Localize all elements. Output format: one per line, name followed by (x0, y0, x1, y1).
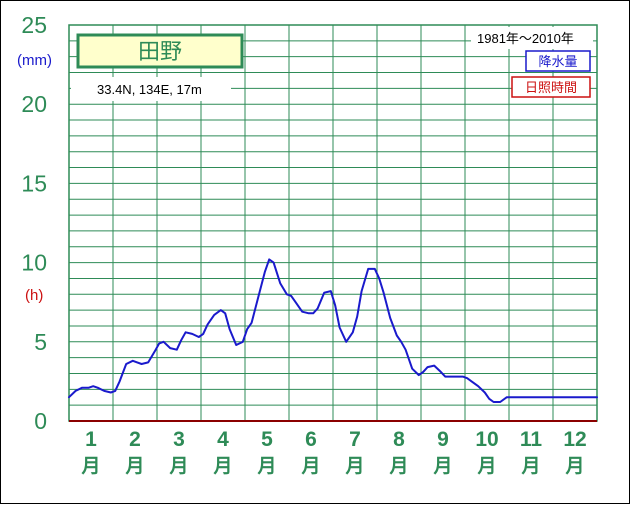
y-tick-label: 5 (34, 329, 47, 355)
legend-sunshine (511, 76, 591, 98)
x-tick-unit: 月 (80, 455, 100, 477)
legend-precip-label: 降水量 (538, 55, 577, 70)
x-tick-unit: 月 (564, 455, 584, 477)
x-tick-unit: 月 (300, 455, 320, 477)
legend-precip (525, 50, 591, 72)
x-tick-unit: 月 (432, 455, 452, 477)
series-line-precipitation (68, 258, 598, 403)
x-tick-unit: 月 (344, 455, 364, 477)
station-name-box (76, 33, 244, 69)
y-tick-label: 20 (21, 91, 47, 117)
x-axis-ticks: 1 月 2 月 3 月 4 月 5 月 6 月 7 月 8 月 9 月 10 月 11 月 12 月 (80, 428, 586, 477)
precip-unit-label: (mm) (17, 52, 52, 69)
x-tick-label: 8 (393, 428, 405, 451)
period-box (471, 27, 593, 49)
x-tick-unit: 月 (476, 455, 496, 477)
x-tick-label: 10 (475, 428, 498, 451)
x-tick-label: 12 (563, 428, 586, 451)
x-tick-label: 1 (85, 428, 97, 451)
x-tick-label: 9 (437, 428, 449, 451)
x-tick-label: 3 (173, 428, 185, 451)
y-tick-label: 25 (21, 12, 47, 38)
location-text: 33.4N, 134E, 17m (97, 82, 202, 97)
x-tick-label: 2 (129, 428, 141, 451)
x-tick-label: 4 (217, 428, 229, 451)
x-tick-unit: 月 (256, 455, 276, 477)
series-layer (68, 258, 598, 403)
station-name: 田野 (138, 40, 182, 65)
x-tick-label: 5 (261, 428, 273, 451)
y-axis-ticks: 0 5 10 15 20 25 (21, 12, 47, 434)
y-tick-label: 10 (21, 250, 47, 276)
period-text: 1981年〜2010年 (477, 31, 574, 46)
x-tick-label: 6 (305, 428, 317, 451)
x-tick-unit: 月 (212, 455, 232, 477)
x-tick-unit: 月 (520, 455, 540, 477)
x-tick-label: 11 (520, 428, 543, 451)
location-box (71, 77, 231, 101)
y-tick-label: 15 (21, 170, 47, 196)
x-tick-unit: 月 (168, 455, 188, 477)
x-tick-unit: 月 (124, 455, 144, 477)
x-tick-label: 7 (349, 428, 361, 451)
x-tick-unit: 月 (388, 455, 408, 477)
legend-sunshine-label: 日照時間 (525, 81, 577, 96)
y-tick-label: 0 (34, 408, 47, 434)
sunshine-unit-label: (h) (25, 287, 43, 304)
